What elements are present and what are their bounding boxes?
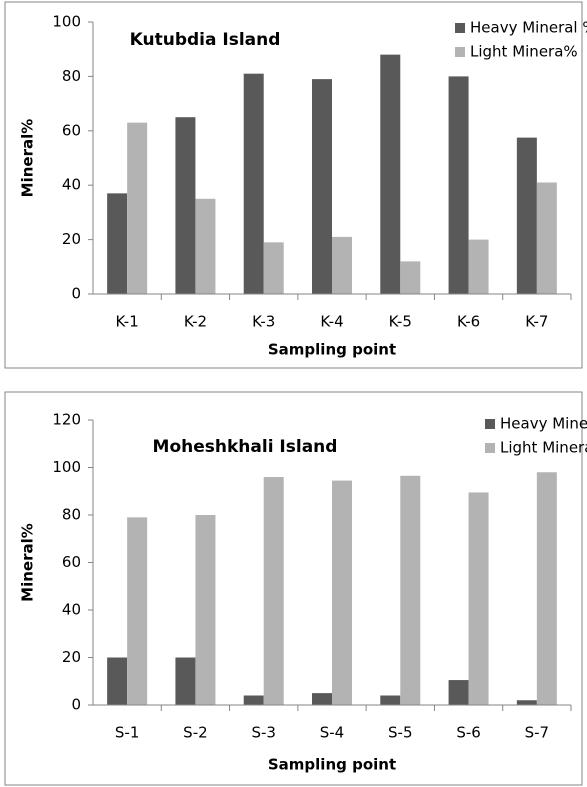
y-tick-label: 0 bbox=[71, 285, 81, 303]
x-tick-label: K-5 bbox=[389, 313, 412, 331]
chart-frame bbox=[4, 1, 583, 369]
bar bbox=[127, 517, 148, 705]
x-tick-label: K-7 bbox=[525, 313, 548, 331]
legend-label: Light Minera% bbox=[470, 43, 578, 61]
bar bbox=[536, 472, 557, 705]
x-tick-label: K-4 bbox=[320, 313, 343, 331]
bar bbox=[468, 239, 489, 294]
bar bbox=[400, 261, 421, 294]
y-tick-label: 80 bbox=[62, 506, 81, 524]
bar bbox=[448, 680, 469, 705]
bar bbox=[516, 137, 537, 294]
y-tick-label: 40 bbox=[62, 176, 81, 194]
x-tick-label: S-5 bbox=[388, 724, 412, 742]
legend-swatch bbox=[485, 443, 495, 453]
bar bbox=[175, 117, 196, 294]
chart-frame bbox=[4, 391, 583, 786]
legend-label: Heavy Mineral % bbox=[500, 415, 587, 433]
bar bbox=[107, 657, 128, 705]
bar bbox=[263, 477, 284, 705]
bar bbox=[332, 480, 352, 705]
y-axis-label: Mineral% bbox=[19, 119, 37, 198]
y-tick-label: 80 bbox=[62, 67, 81, 85]
bar bbox=[380, 695, 401, 705]
bar bbox=[195, 198, 216, 294]
x-tick-label: S-2 bbox=[183, 724, 207, 742]
y-tick-label: 100 bbox=[52, 458, 81, 476]
x-tick-label: K-3 bbox=[252, 313, 275, 331]
bar bbox=[127, 122, 148, 294]
bar bbox=[448, 76, 469, 295]
bar bbox=[400, 475, 421, 705]
x-tick-label: S-3 bbox=[251, 724, 275, 742]
bar bbox=[263, 242, 284, 294]
x-tick-label: S-6 bbox=[456, 724, 480, 742]
legend-swatch bbox=[485, 419, 495, 429]
x-tick-label: S-4 bbox=[320, 724, 344, 742]
x-axis-label: Sampling point bbox=[268, 756, 396, 774]
bar bbox=[243, 695, 264, 705]
bar bbox=[380, 54, 401, 294]
y-axis-label: Mineral% bbox=[19, 523, 37, 602]
y-tick-label: 20 bbox=[62, 648, 81, 666]
bar bbox=[536, 182, 557, 294]
bar bbox=[332, 236, 352, 294]
legend-label: Heavy Mineral % bbox=[470, 19, 587, 37]
legend-swatch bbox=[455, 47, 465, 57]
bar bbox=[312, 693, 332, 705]
x-tick-label: K-2 bbox=[184, 313, 207, 331]
x-tick-label: K-6 bbox=[457, 313, 480, 331]
y-tick-label: 120 bbox=[52, 411, 81, 429]
y-tick-label: 40 bbox=[62, 601, 81, 619]
bar bbox=[516, 700, 537, 705]
y-tick-label: 0 bbox=[71, 696, 81, 714]
bar bbox=[243, 73, 264, 295]
bar bbox=[175, 657, 196, 705]
y-tick-label: 60 bbox=[62, 121, 81, 139]
chart-title: Kutubdia Island bbox=[130, 30, 281, 50]
y-tick-label: 60 bbox=[62, 553, 81, 571]
bar bbox=[107, 193, 128, 294]
x-axis-label: Sampling point bbox=[268, 341, 396, 359]
y-tick-label: 20 bbox=[62, 230, 81, 248]
bar bbox=[195, 515, 216, 705]
x-tick-label: S-1 bbox=[115, 724, 139, 742]
legend-swatch bbox=[455, 23, 465, 33]
legend-label: Light Mineral % bbox=[500, 439, 587, 457]
x-tick-label: S-7 bbox=[525, 724, 549, 742]
x-tick-label: K-1 bbox=[116, 313, 139, 331]
chart-title: Moheshkhali Island bbox=[153, 437, 338, 457]
bar bbox=[468, 492, 489, 705]
y-tick-label: 100 bbox=[52, 13, 81, 31]
bar bbox=[312, 79, 332, 295]
